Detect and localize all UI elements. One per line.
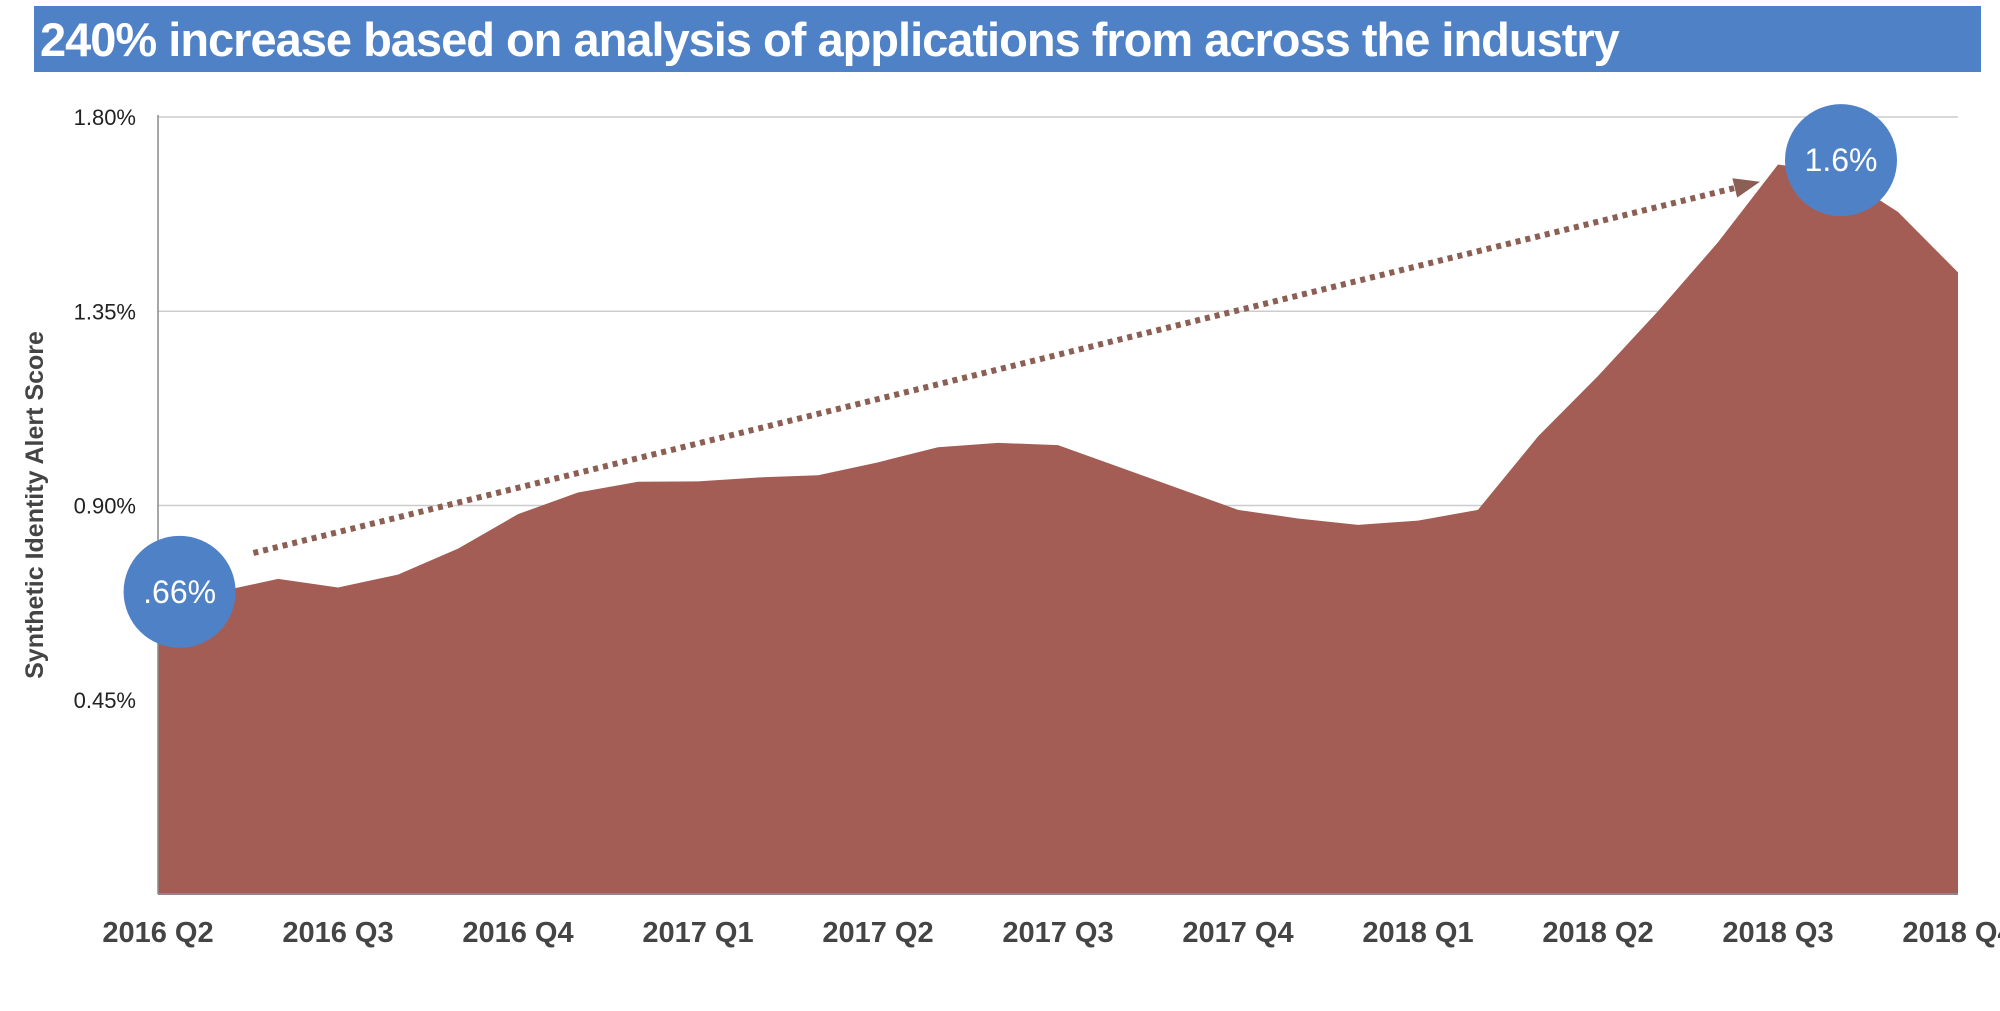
annotations: .66% 1.6%	[123, 104, 1897, 648]
x-tick-labels: 2016 Q2 2016 Q3 2016 Q4 2017 Q1 2017 Q2 2017 …	[102, 917, 2000, 949]
x-tick-label: 2018 Q2	[1542, 917, 1653, 949]
axes	[157, 115, 1958, 895]
y-tick-label: 0.45%	[74, 688, 136, 713]
x-tick-label: 2017 Q1	[642, 917, 753, 949]
title-bar: 240% increase based on analysis of appli…	[34, 6, 1981, 72]
annotation-label-0: .66%	[143, 574, 216, 610]
annotation-bubble-0	[123, 535, 236, 648]
x-tick-label: 2018 Q1	[1362, 917, 1473, 949]
x-tick-label: 2018 Q4	[1902, 917, 2000, 949]
x-tick-label: 2016 Q4	[462, 917, 573, 949]
area-series	[158, 164, 1958, 894]
x-tick-label: 2018 Q3	[1722, 917, 1833, 949]
trend-arrow-head	[1732, 178, 1760, 198]
annotation-label-1: 1.6%	[1805, 142, 1878, 178]
chart-title: 240% increase based on analysis of appli…	[40, 13, 1620, 66]
y-axis-label: Synthetic Identity Alert Score	[21, 331, 49, 679]
y-tick-label: 1.35%	[74, 299, 136, 324]
y-tick-label: 0.90%	[74, 494, 136, 519]
x-tick-label: 2017 Q3	[1002, 917, 1113, 949]
y-tick-label: 1.80%	[74, 105, 136, 130]
trend-arrow-line	[252, 185, 1736, 556]
x-tick-label: 2016 Q3	[282, 917, 393, 949]
y-tick-labels: 0.45% 0.90% 1.35% 1.80%	[74, 105, 136, 713]
x-tick-label: 2017 Q4	[1182, 917, 1293, 949]
x-tick-label: 2017 Q2	[822, 917, 933, 949]
x-tick-label: 2016 Q2	[102, 917, 213, 949]
area-fill	[158, 164, 1958, 894]
trend-arrow	[252, 178, 1760, 556]
annotation-bubble-1	[1785, 104, 1897, 217]
